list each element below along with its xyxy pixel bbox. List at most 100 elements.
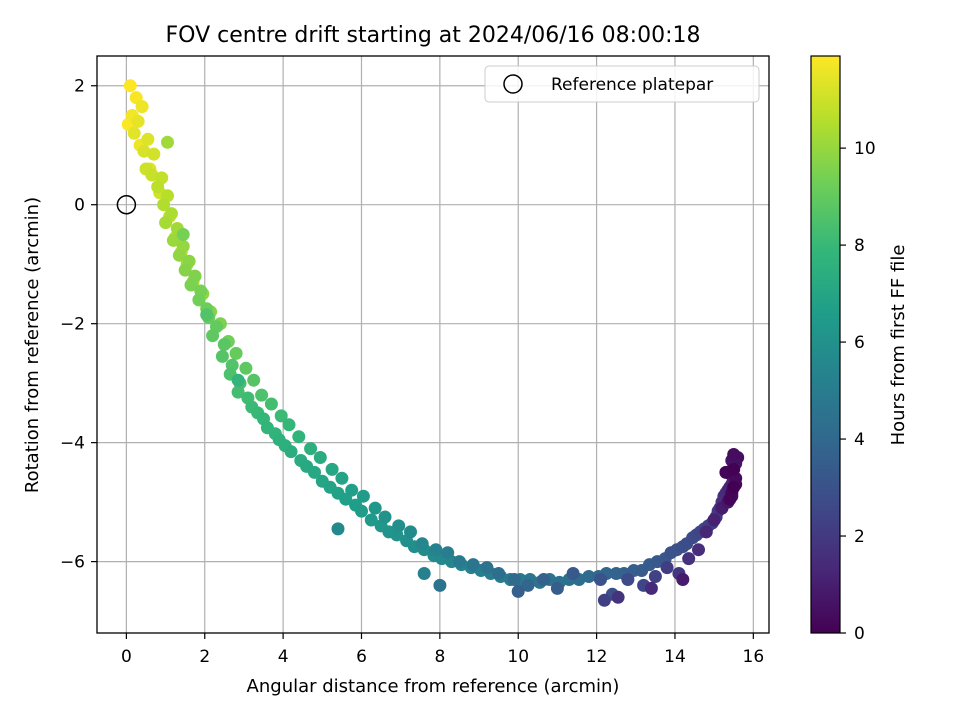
data-point [292, 430, 306, 444]
data-point [682, 552, 696, 566]
data-point [284, 445, 298, 459]
data-point [648, 570, 662, 583]
y-axis-label: Rotation from reference (arcmin) [22, 197, 43, 493]
legend: Reference platepar [484, 65, 760, 103]
data-point [392, 519, 406, 533]
data-point [135, 100, 149, 114]
data-point [511, 584, 525, 598]
data-point [582, 570, 596, 583]
data-point [404, 525, 417, 539]
data-point [247, 373, 261, 387]
data-point [537, 573, 551, 586]
data-point [507, 573, 521, 586]
data-point [151, 180, 165, 194]
colorbar: 0 2 4 6 8 10 Hours from first FF file [810, 55, 909, 644]
data-point [141, 132, 155, 146]
data-point [331, 522, 345, 536]
y-tick-label: 2 [74, 77, 85, 97]
x-tick-label: 6 [356, 647, 367, 667]
data-point [699, 525, 713, 539]
colorbar-tick-label: 2 [854, 527, 865, 547]
data-point [692, 543, 705, 557]
data-point [166, 233, 180, 247]
data-point [127, 126, 141, 140]
data-point [145, 168, 159, 182]
data-point [433, 578, 447, 592]
data-point [239, 361, 253, 375]
data-point [231, 385, 245, 399]
data-point [200, 308, 214, 322]
colorbar-tick-label: 4 [854, 430, 865, 450]
legend-marker-icon [503, 74, 523, 94]
data-point [521, 578, 535, 592]
data-point [264, 397, 278, 411]
data-point [492, 567, 506, 580]
data-point [157, 198, 171, 212]
data-point [441, 546, 455, 560]
data-point [368, 501, 382, 515]
data-point [660, 561, 674, 575]
data-point [345, 483, 359, 497]
data-point [727, 462, 741, 476]
data-point [356, 489, 370, 503]
data-point [172, 248, 186, 262]
data-point [727, 448, 741, 461]
data-point [644, 581, 658, 595]
data-point [723, 492, 737, 506]
data-point [192, 293, 206, 307]
x-tick-label: 10 [507, 647, 529, 667]
data-point [480, 561, 494, 575]
data-point [313, 451, 327, 464]
data-point [597, 593, 611, 607]
data-point [594, 573, 607, 586]
x-tick-label: 0 [121, 647, 132, 667]
data-point [184, 278, 198, 292]
data-point [415, 537, 429, 551]
data-point [676, 573, 690, 586]
colorbar-ticks: 0 2 4 6 8 10 [840, 139, 876, 644]
data-point [137, 144, 151, 158]
x-tick-label: 8 [434, 647, 445, 667]
data-point [466, 558, 480, 572]
colorbar-tick-label: 8 [854, 236, 865, 256]
data-point [621, 573, 635, 586]
x-tick-label: 12 [586, 647, 608, 667]
data-point [452, 555, 466, 569]
data-point [161, 135, 174, 149]
data-point [231, 373, 245, 387]
reference-platepar-marker [116, 194, 137, 215]
data-point [707, 513, 721, 527]
data-point [159, 216, 173, 230]
plot-frame [96, 55, 770, 634]
data-point [378, 510, 392, 524]
colorbar-tick-label: 0 [854, 624, 865, 644]
colorbar-tick-label: 10 [854, 139, 876, 159]
data-point [274, 409, 288, 423]
data-point [217, 338, 231, 351]
data-points [121, 79, 745, 607]
x-tick-label: 2 [199, 647, 210, 667]
data-point [364, 513, 378, 527]
data-point [325, 462, 339, 476]
legend-entry-label: Reference platepar [551, 75, 713, 95]
data-point [550, 581, 564, 595]
data-point [176, 228, 190, 241]
data-point [178, 263, 192, 277]
y-axis-ticks: −6 −4 −2 0 2 [60, 77, 97, 573]
data-point [304, 442, 318, 456]
chart-title: FOV centre drift starting at 2024/06/16 … [166, 23, 701, 48]
data-point [206, 329, 220, 343]
data-point [727, 480, 741, 494]
data-point [215, 349, 229, 363]
data-point [255, 388, 269, 402]
data-point [335, 471, 349, 485]
data-point [123, 79, 137, 93]
x-tick-label: 4 [278, 647, 289, 667]
y-tick-label: −4 [60, 434, 85, 454]
y-tick-label: −2 [60, 315, 85, 335]
colorbar-gradient [810, 55, 841, 634]
data-point [147, 147, 161, 161]
x-axis-label: Angular distance from reference (arcmin) [247, 676, 620, 697]
colorbar-tick-label: 6 [854, 333, 865, 353]
data-point [308, 465, 321, 479]
